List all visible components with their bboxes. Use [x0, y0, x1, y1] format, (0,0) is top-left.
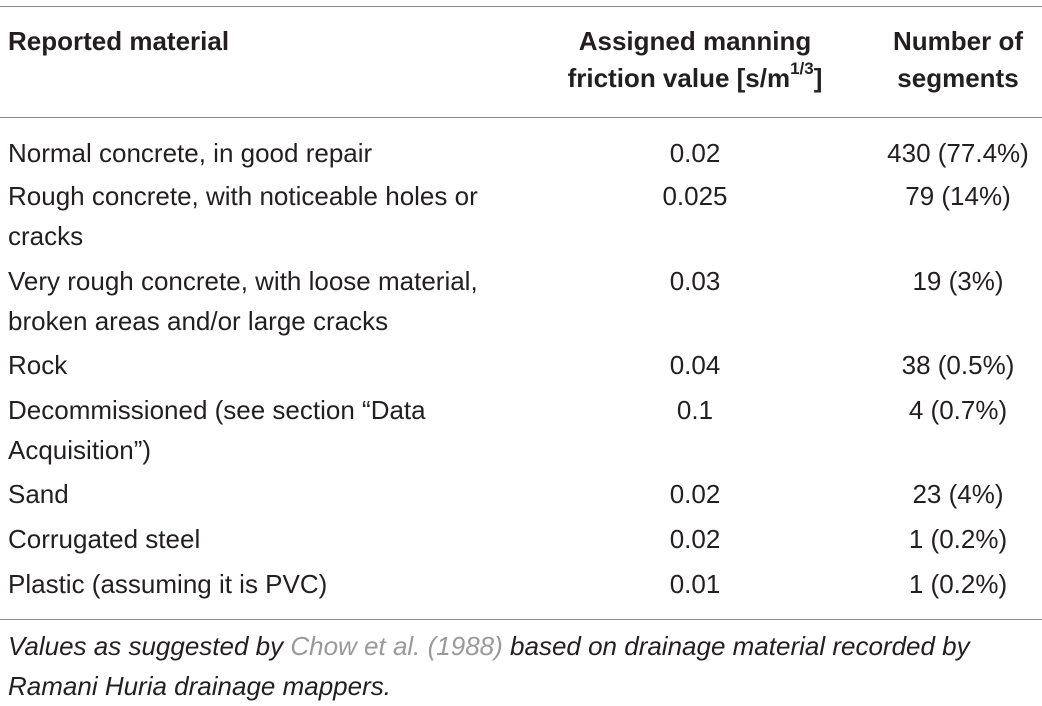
segments-cell: 1 (0.2%)	[908, 524, 1008, 554]
segments-cell: 79 (14%)	[905, 181, 1011, 211]
header-segments-line1: Number of	[893, 26, 1023, 56]
header-manning-friction: Assigned manning friction value [s/m1/3]	[544, 23, 846, 97]
header-segments-line2: segments	[897, 63, 1019, 93]
material-cell: Rough concrete, with noticeable holes or…	[8, 181, 478, 251]
segments-cell: 430 (77.4%)	[887, 138, 1029, 168]
manning-value-cell: 0.02	[669, 479, 721, 509]
material-cell: Decommissioned (see section “Data Acquis…	[8, 395, 426, 465]
manning-value-cell: 0.04	[669, 350, 721, 380]
segments-cell: 1 (0.2%)	[908, 569, 1008, 599]
material-cell: Very rough concrete, with loose material…	[8, 266, 478, 336]
header-manning-line2-pre: friction value [s/m	[567, 63, 791, 93]
header-manning-line2-post: ]	[813, 63, 823, 93]
header-number-of-segments: Number of segments	[880, 23, 1036, 97]
table-top-rule	[0, 6, 1042, 7]
material-cell: Sand	[8, 479, 69, 509]
segments-cell: 23 (4%)	[912, 479, 1004, 509]
manning-value-cell: 0.01	[669, 569, 721, 599]
material-cell: Rock	[8, 350, 68, 380]
table-header-rule	[0, 117, 1042, 118]
segments-cell: 19 (3%)	[912, 266, 1004, 296]
footnote-text-post: based on drainage material recorded by R…	[8, 631, 970, 701]
table-bottom-rule	[0, 619, 1042, 620]
manning-value-cell: 0.02	[669, 138, 721, 168]
header-manning-line1: Assigned manning	[578, 26, 812, 56]
material-cell: Corrugated steel	[8, 524, 201, 554]
manning-value-cell: 0.03	[669, 266, 721, 296]
table-footnote: Values as suggested by Chow et al. (1988…	[8, 626, 1038, 706]
manning-value-cell: 0.025	[662, 181, 728, 211]
material-cell: Plastic (assuming it is PVC)	[8, 569, 328, 599]
material-cell: Normal concrete, in good repair	[8, 138, 373, 168]
segments-cell: 38 (0.5%)	[901, 350, 1015, 380]
manning-value-cell: 0.1	[676, 395, 714, 425]
header-reported-material: Reported material	[8, 26, 230, 56]
footnote-text-pre: Values as suggested by	[8, 631, 291, 661]
citation-link[interactable]: Chow et al. (1988)	[290, 631, 503, 661]
manning-value-cell: 0.02	[669, 524, 721, 554]
segments-cell: 4 (0.7%)	[908, 395, 1008, 425]
header-manning-unit-exponent: 1/3	[790, 59, 814, 79]
